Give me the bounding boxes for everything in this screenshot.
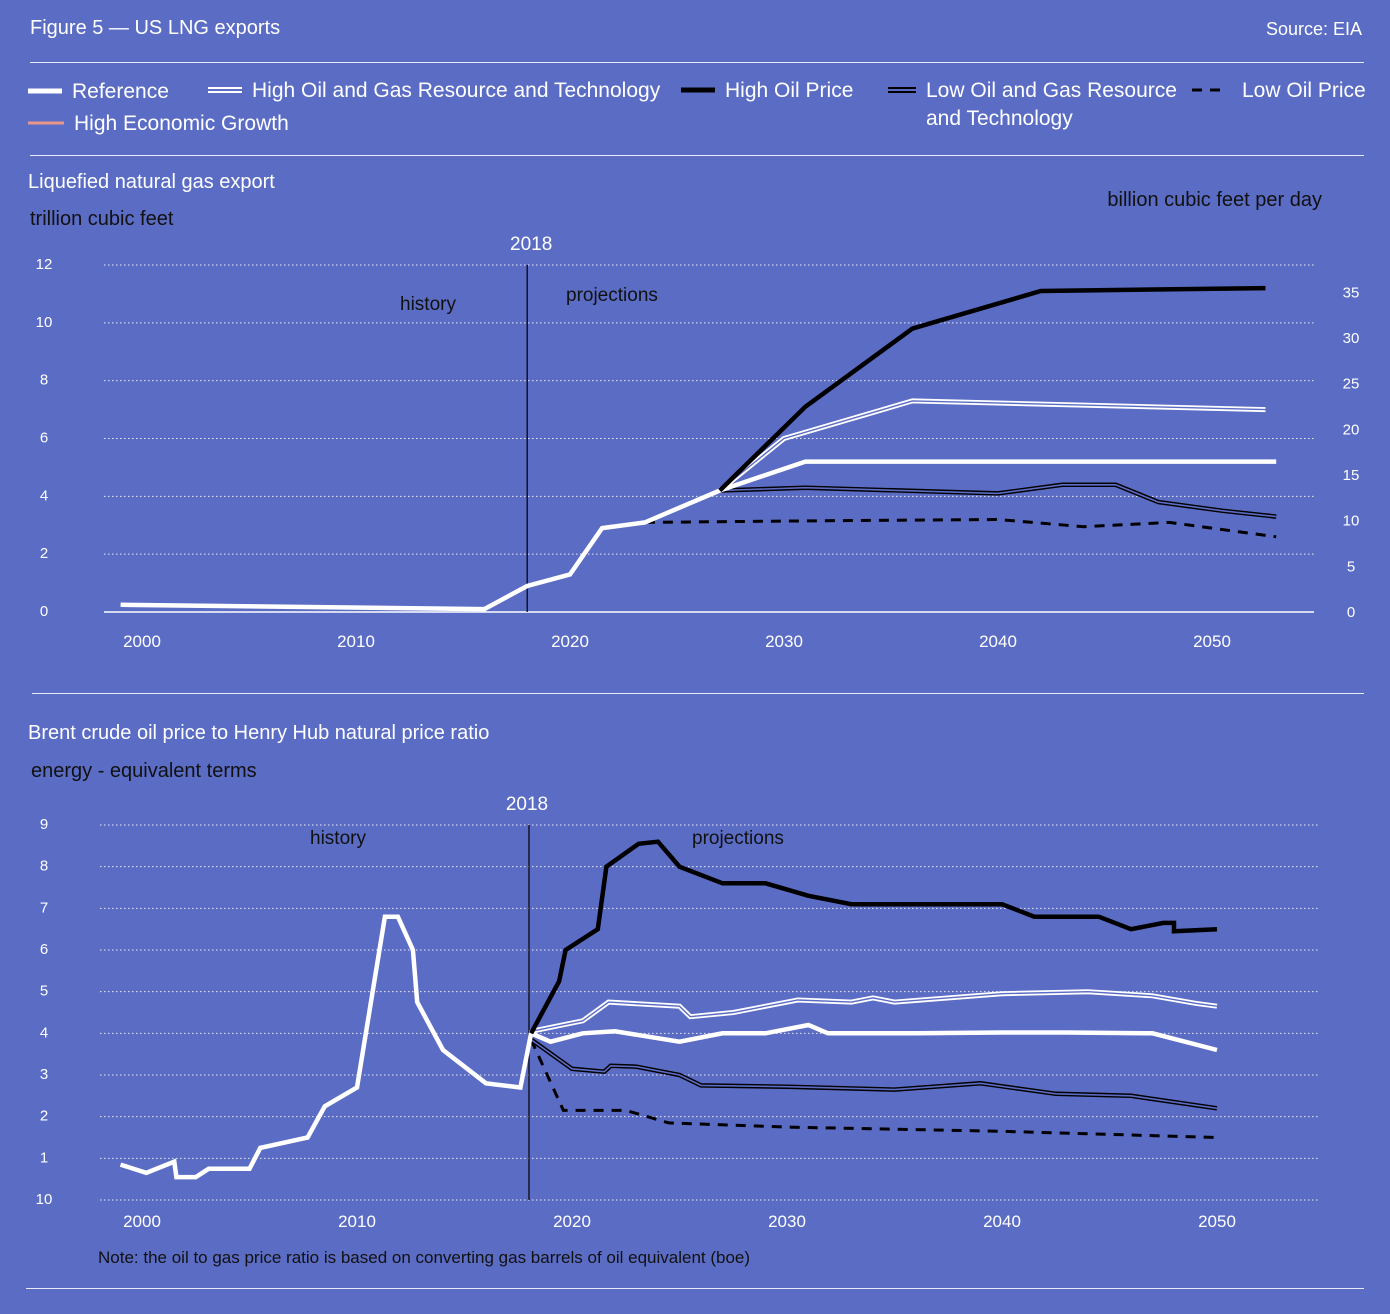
marker-year-label: 2018 bbox=[510, 234, 552, 255]
series-line-high-oil bbox=[529, 839, 1218, 1035]
divider bbox=[32, 693, 1364, 694]
legend-swatch-low-resource bbox=[888, 87, 916, 93]
y2-tick-label: 15 bbox=[1343, 467, 1360, 484]
y2-tick-label: 20 bbox=[1343, 421, 1360, 438]
y-tick-label: 3 bbox=[40, 1066, 48, 1083]
y2-tick-label: 25 bbox=[1343, 376, 1360, 393]
y-tick-label: 4 bbox=[40, 487, 48, 504]
x-tick-label: 2030 bbox=[768, 1212, 806, 1231]
x-tick-label: 2050 bbox=[1193, 632, 1231, 651]
y-tick-label: 1 bbox=[40, 1149, 48, 1166]
y-tick-label: 8 bbox=[40, 858, 48, 875]
chart2-note: Note: the oil to gas price ratio is base… bbox=[98, 1248, 751, 1267]
y-tick-label: 5 bbox=[40, 983, 48, 1000]
legend-swatch-high-economic-growth bbox=[28, 121, 64, 125]
y-tick-label: 6 bbox=[40, 941, 48, 958]
y2-tick-label: 30 bbox=[1343, 330, 1360, 347]
figure-title: Figure 5 — US LNG exports bbox=[30, 17, 281, 39]
history-label: history bbox=[400, 294, 456, 315]
projections-label: projections bbox=[692, 828, 784, 849]
legend-item-high-oil-price: High Oil Price bbox=[681, 77, 853, 105]
y-tick-label: 2 bbox=[40, 545, 48, 562]
x-tick-label: 2040 bbox=[983, 1212, 1021, 1231]
series-line-high-oil bbox=[718, 285, 1266, 493]
projections-label: projections bbox=[566, 285, 658, 306]
x-tick-label: 2020 bbox=[553, 1212, 591, 1231]
y-tick-label: 7 bbox=[40, 899, 48, 916]
chart1-y-axis-label: trillion cubic feet bbox=[30, 208, 174, 230]
legend-swatch-high-oil-price bbox=[681, 87, 715, 93]
series-line-low-res-inner bbox=[719, 484, 1277, 518]
x-tick-label: 2000 bbox=[123, 632, 161, 651]
legend-swatch-high-resource bbox=[208, 87, 242, 93]
price-ratio-chart: 10 1 2 3 4 5 6 7 8 9 2000 2010 2020 2030 2040 2050 2018 h… bbox=[36, 794, 1320, 1231]
legend-item-high-economic-growth: High Economic Growth bbox=[28, 110, 289, 138]
legend-label: High Economic Growth bbox=[74, 112, 289, 135]
divider bbox=[30, 155, 1364, 156]
x-tick-label: 2010 bbox=[338, 1212, 376, 1231]
series-line-low-res-inner bbox=[530, 1038, 1218, 1110]
y-tick-label: 4 bbox=[40, 1024, 48, 1041]
legend-swatch-low-oil-price bbox=[1192, 88, 1228, 92]
x-tick-label: 2020 bbox=[551, 632, 589, 651]
y-tick-label: 2 bbox=[40, 1108, 48, 1125]
x-tick-label: 2000 bbox=[123, 1212, 161, 1231]
series-line-reference bbox=[119, 914, 1218, 1180]
marker-year-label: 2018 bbox=[506, 794, 548, 815]
series-line-reference bbox=[120, 459, 1277, 612]
y-tick-label: 10 bbox=[36, 314, 53, 331]
series-line-low-oil bbox=[644, 517, 1277, 539]
y-tick-label: 10 bbox=[36, 1191, 53, 1208]
lng-export-chart: 0 2 4 6 8 10 12 0 5 10 15 20 25 30 35 2000 2010 2020 2030 2… bbox=[36, 234, 1360, 651]
legend-item-low-resource: Low Oil and Gas Resource and Technology bbox=[888, 77, 1186, 133]
legend-label: Low Oil Price bbox=[1242, 79, 1366, 102]
y-tick-label: 8 bbox=[40, 372, 48, 389]
legend-swatch-reference bbox=[28, 88, 62, 94]
y-tick-label: 0 bbox=[40, 603, 48, 620]
y2-tick-label: 35 bbox=[1343, 284, 1360, 301]
series-line-low-oil bbox=[529, 1038, 1218, 1139]
legend-label: Low Oil and Gas Resource and Technology bbox=[926, 79, 1177, 130]
source-label: Source: EIA bbox=[1265, 19, 1362, 39]
divider bbox=[26, 1288, 1364, 1289]
legend-label: High Oil and Gas Resource and Technology bbox=[252, 79, 661, 102]
legend-label: High Oil Price bbox=[725, 79, 854, 102]
y-tick-label: 9 bbox=[40, 816, 48, 833]
legend-item-low-oil-price: Low Oil Price bbox=[1192, 77, 1366, 105]
x-tick-label: 2040 bbox=[979, 632, 1017, 651]
x-tick-label: 2010 bbox=[337, 632, 375, 651]
x-tick-label: 2050 bbox=[1198, 1212, 1236, 1231]
y2-tick-label: 0 bbox=[1347, 604, 1355, 621]
series-line-high-res-inner bbox=[530, 990, 1218, 1032]
chart2-title: Brent crude oil price to Henry Hub natur… bbox=[28, 722, 490, 744]
legend-item-high-resource: High Oil and Gas Resource and Technology bbox=[208, 77, 660, 105]
legend-label: Reference bbox=[72, 80, 169, 103]
series-line-high-res-inner bbox=[719, 400, 1266, 492]
chart1-title: Liquefied natural gas export bbox=[28, 171, 275, 193]
divider bbox=[30, 62, 1364, 63]
y-tick-label: 6 bbox=[40, 430, 48, 447]
chart1-y2-axis-label: billion cubic feet per day bbox=[1107, 189, 1322, 211]
series-line-high-res bbox=[718, 398, 1266, 493]
y-tick-label: 12 bbox=[36, 256, 53, 273]
series-line-low-res bbox=[719, 482, 1277, 519]
chart2-y-axis-label: energy - equivalent terms bbox=[31, 760, 257, 782]
y2-tick-label: 5 bbox=[1347, 558, 1355, 575]
y2-tick-label: 10 bbox=[1343, 513, 1360, 530]
legend-item-reference: Reference bbox=[28, 78, 169, 106]
history-label: history bbox=[310, 828, 366, 849]
series-line-low-res bbox=[529, 1037, 1218, 1111]
x-tick-label: 2030 bbox=[765, 632, 803, 651]
